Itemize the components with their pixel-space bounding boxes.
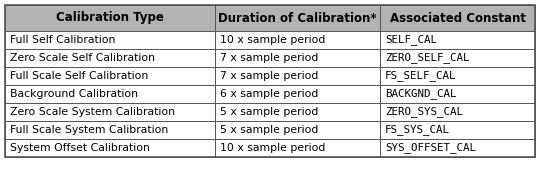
Text: SYS_OFFSET_CAL: SYS_OFFSET_CAL [385,143,476,153]
Bar [380,5,535,31]
Bar [215,5,380,31]
Text: SELF_CAL: SELF_CAL [385,35,437,45]
Text: System Offset Calibration: System Offset Calibration [10,143,150,153]
Text: Zero Scale System Calibration: Zero Scale System Calibration [10,107,175,117]
Text: ZERO_SYS_CAL: ZERO_SYS_CAL [385,106,463,117]
Text: FS_SYS_CAL: FS_SYS_CAL [385,125,450,135]
Bar [5,31,215,49]
Bar [5,49,215,67]
Text: ZERO_SELF_CAL: ZERO_SELF_CAL [385,53,469,64]
Bar [5,5,215,31]
Bar [215,139,380,157]
Text: 10 x sample period: 10 x sample period [220,143,326,153]
Text: Full Scale Self Calibration: Full Scale Self Calibration [10,71,148,81]
Text: BACKGND_CAL: BACKGND_CAL [385,89,456,100]
Bar [5,121,215,139]
Bar [380,103,535,121]
Text: 7 x sample period: 7 x sample period [220,71,319,81]
Bar [380,139,535,157]
Text: Full Scale System Calibration: Full Scale System Calibration [10,125,168,135]
Bar [215,103,380,121]
Text: Full Self Calibration: Full Self Calibration [10,35,116,45]
Bar [215,85,380,103]
Bar [215,121,380,139]
Text: Calibration Type: Calibration Type [56,11,164,25]
Bar [5,85,215,103]
Bar [5,67,215,85]
Text: FS_SELF_CAL: FS_SELF_CAL [385,70,456,81]
Bar [215,31,380,49]
Bar [380,49,535,67]
Bar [215,49,380,67]
Text: 5 x sample period: 5 x sample period [220,125,319,135]
Text: Associated Constant: Associated Constant [389,11,525,25]
Bar [380,31,535,49]
Bar [5,139,215,157]
Bar [5,5,535,157]
Text: Duration of Calibration*: Duration of Calibration* [218,11,377,25]
Text: Background Calibration: Background Calibration [10,89,138,99]
Text: 6 x sample period: 6 x sample period [220,89,319,99]
Bar [380,67,535,85]
Text: Zero Scale Self Calibration: Zero Scale Self Calibration [10,53,155,63]
Text: 5 x sample period: 5 x sample period [220,107,319,117]
Text: 7 x sample period: 7 x sample period [220,53,319,63]
Bar [215,67,380,85]
Bar [5,103,215,121]
Bar [380,85,535,103]
Text: 10 x sample period: 10 x sample period [220,35,326,45]
Bar [380,121,535,139]
